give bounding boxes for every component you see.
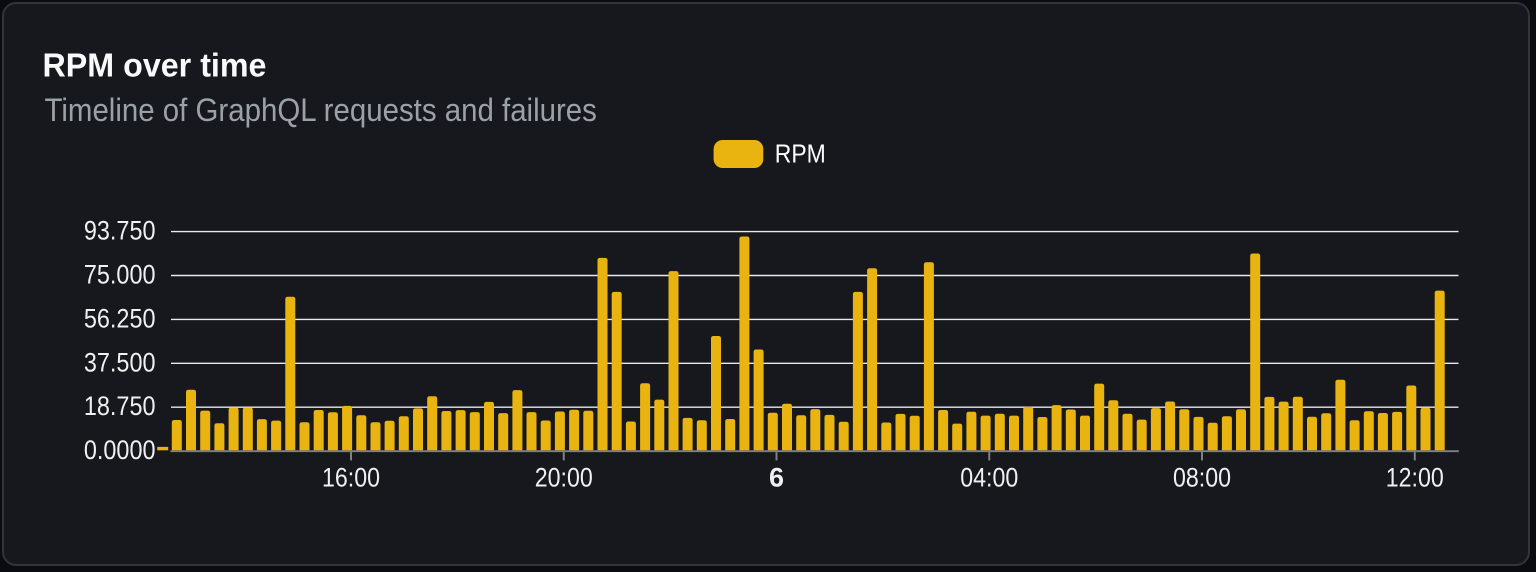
svg-text:20:00: 20:00 bbox=[535, 462, 593, 492]
svg-text:6: 6 bbox=[769, 462, 784, 492]
svg-text:Timeline of GraphQL requests a: Timeline of GraphQL requests and failure… bbox=[45, 92, 597, 128]
svg-text:RPM: RPM bbox=[775, 138, 826, 168]
svg-text:16:00: 16:00 bbox=[322, 462, 380, 492]
svg-text:12:00: 12:00 bbox=[1386, 462, 1444, 492]
svg-text:0.0000: 0.0000 bbox=[84, 435, 156, 465]
svg-text:RPM over time: RPM over time bbox=[43, 47, 267, 84]
svg-text:75.000: 75.000 bbox=[84, 260, 156, 290]
svg-text:93.750: 93.750 bbox=[84, 216, 156, 246]
svg-text:37.500: 37.500 bbox=[84, 347, 156, 377]
svg-text:18.750: 18.750 bbox=[84, 391, 156, 421]
svg-text:08:00: 08:00 bbox=[1173, 462, 1231, 492]
svg-text:04:00: 04:00 bbox=[960, 462, 1018, 492]
svg-text:56.250: 56.250 bbox=[84, 303, 156, 333]
